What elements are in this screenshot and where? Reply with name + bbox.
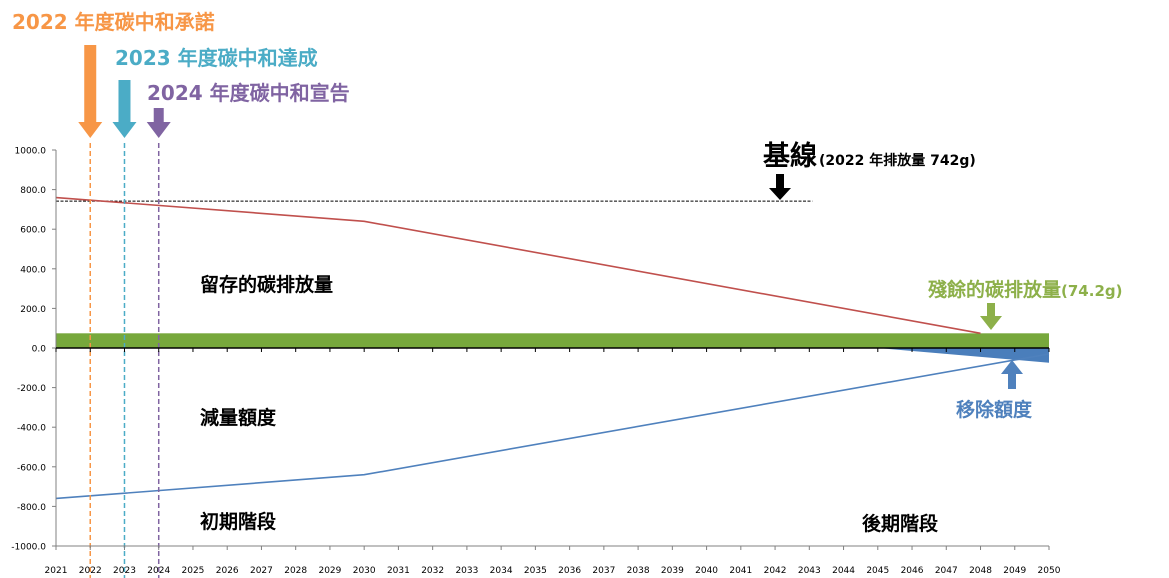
retained-emissions-label: 留存的碳排放量 (200, 273, 333, 296)
residual-emissions-band (56, 333, 1049, 348)
x-tick-label: 2042 (764, 566, 787, 576)
axis-layer: 1000.0 800.0 600.0 400.0 200.0 0.0 -200.0 -400.… (11, 147, 1060, 577)
x-tick-label: 2036 (558, 566, 581, 576)
x-tick-label: 2024 (147, 566, 170, 576)
x-tick-label: 2027 (250, 566, 273, 576)
residual-label-value: (74.2g) (1061, 282, 1122, 300)
x-tick-label: 2047 (935, 566, 958, 576)
y-tick-label: 200.0 (20, 305, 46, 315)
marker-arrow-2022 (78, 45, 103, 138)
early-stage-label: 初期階段 (200, 510, 277, 533)
x-tick-label: 2022 (79, 566, 102, 576)
header-annotation-2023: 2023 年度碳中和達成 (115, 46, 318, 70)
x-tick-label: 2038 (627, 566, 650, 576)
x-tick-label: 2050 (1038, 566, 1061, 576)
x-tick-label: 2030 (353, 566, 376, 576)
y-tick-label: 600.0 (20, 226, 46, 236)
x-tick-label: 2035 (524, 566, 547, 576)
x-tick-label: 2029 (318, 566, 341, 576)
x-tick-label: 2045 (866, 566, 889, 576)
x-tick-label: 2026 (216, 566, 239, 576)
y-tick-label: -600.0 (17, 463, 46, 473)
x-tick-label: 2025 (182, 566, 205, 576)
y-tick-label: 1000.0 (15, 147, 47, 157)
y-tick-label: 0.0 (32, 345, 47, 355)
x-tick-label: 2041 (729, 566, 752, 576)
y-tick-label: 400.0 (20, 265, 46, 275)
marker-arrow-2023 (112, 80, 137, 138)
removal-area (877, 348, 1049, 363)
reduction-label: 減量額度 (200, 406, 277, 429)
y-tick-label: -400.0 (17, 424, 46, 434)
plot-layer (56, 333, 1049, 363)
residual-label-text: 殘餘的碳排放量 (928, 278, 1061, 301)
header-annotation-2022: 2022 年度碳中和承諾 (12, 10, 215, 34)
x-tick-label: 2031 (387, 566, 410, 576)
x-tick-label: 2034 (490, 566, 513, 576)
removal-label: 移除額度 (956, 398, 1033, 421)
x-tick-label: 2043 (798, 566, 821, 576)
x-tick-label: 2021 (45, 566, 68, 576)
residual-arrow (980, 303, 1002, 330)
x-tick-label: 2046 (901, 566, 924, 576)
retained-emissions-line (55, 196, 981, 335)
baseline-arrow (769, 174, 791, 200)
x-tick-label: 2023 (113, 566, 136, 576)
removal-arrow (1001, 360, 1023, 389)
y-tick-label: -1000.0 (11, 543, 46, 553)
x-tick-label: 2028 (284, 566, 307, 576)
series-layer (55, 143, 1050, 578)
marker-arrow-2024 (146, 108, 171, 138)
late-stage-label: 後期階段 (862, 512, 939, 535)
baseline-label: 基線 (2022 年排放量 742g) (763, 140, 976, 172)
annotation-layer: 2022 年度碳中和承諾 2023 年度碳中和達成 2024 年度碳中和宣告 基… (12, 10, 1122, 535)
x-tick-label: 2040 (695, 566, 718, 576)
x-tick-label: 2049 (1003, 566, 1026, 576)
header-annotation-2024: 2024 年度碳中和宣告 (147, 81, 350, 105)
x-tick-label: 2044 (832, 566, 855, 576)
y-tick-label: 800.0 (20, 186, 46, 196)
x-tick-label: 2033 (455, 566, 478, 576)
baseline-label-small: (2022 年排放量 742g) (819, 152, 976, 169)
x-tick-label: 2039 (661, 566, 684, 576)
y-tick-label: -800.0 (17, 503, 46, 513)
x-tick-label: 2037 (592, 566, 615, 576)
x-tick-label: 2032 (421, 566, 444, 576)
y-tick-label: -200.0 (17, 384, 46, 394)
residual-emissions-label: 殘餘的碳排放量(74.2g) (928, 278, 1122, 301)
x-tick-label: 2048 (969, 566, 992, 576)
baseline-label-big: 基線 (763, 140, 817, 172)
